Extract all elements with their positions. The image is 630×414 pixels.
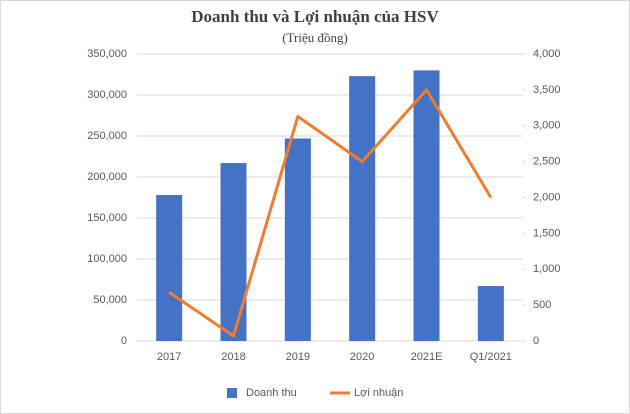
bar bbox=[477, 286, 504, 341]
y2-tick-label: 1,500 bbox=[533, 227, 561, 239]
y2-tick-label: 2,500 bbox=[533, 156, 561, 168]
x-tick-label: 2020 bbox=[350, 351, 374, 363]
x-tick-label: 2019 bbox=[286, 351, 310, 363]
y2-tick-label: 500 bbox=[533, 299, 551, 311]
y-tick-label: 0 bbox=[121, 335, 127, 347]
bar bbox=[220, 163, 247, 341]
bar bbox=[284, 138, 311, 341]
legend-label: Lợi nhuận bbox=[354, 387, 403, 399]
line bbox=[168, 88, 493, 338]
x-tick-label: 2018 bbox=[221, 351, 245, 363]
y-tick-label: 350,000 bbox=[87, 48, 127, 60]
legend-label: Doanh thu bbox=[246, 387, 297, 399]
bar bbox=[413, 70, 440, 342]
y2-tick-label: 3,500 bbox=[533, 84, 561, 96]
y2-tick-label: 0 bbox=[533, 335, 539, 347]
x-tick-label: Q1/2021 bbox=[470, 351, 512, 363]
y-tick-label: 50,000 bbox=[93, 294, 127, 306]
chart-title: Doanh thu và Lợi nhuận của HSV bbox=[191, 7, 439, 26]
y2-tick-label: 4,000 bbox=[533, 48, 561, 60]
y-tick-label: 200,000 bbox=[87, 171, 127, 183]
chart-subtitle: (Triệu đồng) bbox=[282, 30, 348, 45]
x-tick-label: 2021E bbox=[411, 351, 443, 363]
y2-tick-label: 2,000 bbox=[533, 191, 561, 203]
y-tick-label: 150,000 bbox=[87, 212, 127, 224]
x-tick-label: 2017 bbox=[157, 351, 181, 363]
bar bbox=[349, 76, 376, 341]
y-tick-label: 100,000 bbox=[87, 253, 127, 265]
legend-swatch bbox=[227, 388, 237, 398]
y2-tick-label: 3,000 bbox=[533, 120, 561, 132]
bar bbox=[156, 195, 183, 341]
y-tick-label: 300,000 bbox=[87, 89, 127, 101]
y2-tick-label: 1,000 bbox=[533, 263, 561, 275]
y-tick-label: 250,000 bbox=[87, 130, 127, 142]
